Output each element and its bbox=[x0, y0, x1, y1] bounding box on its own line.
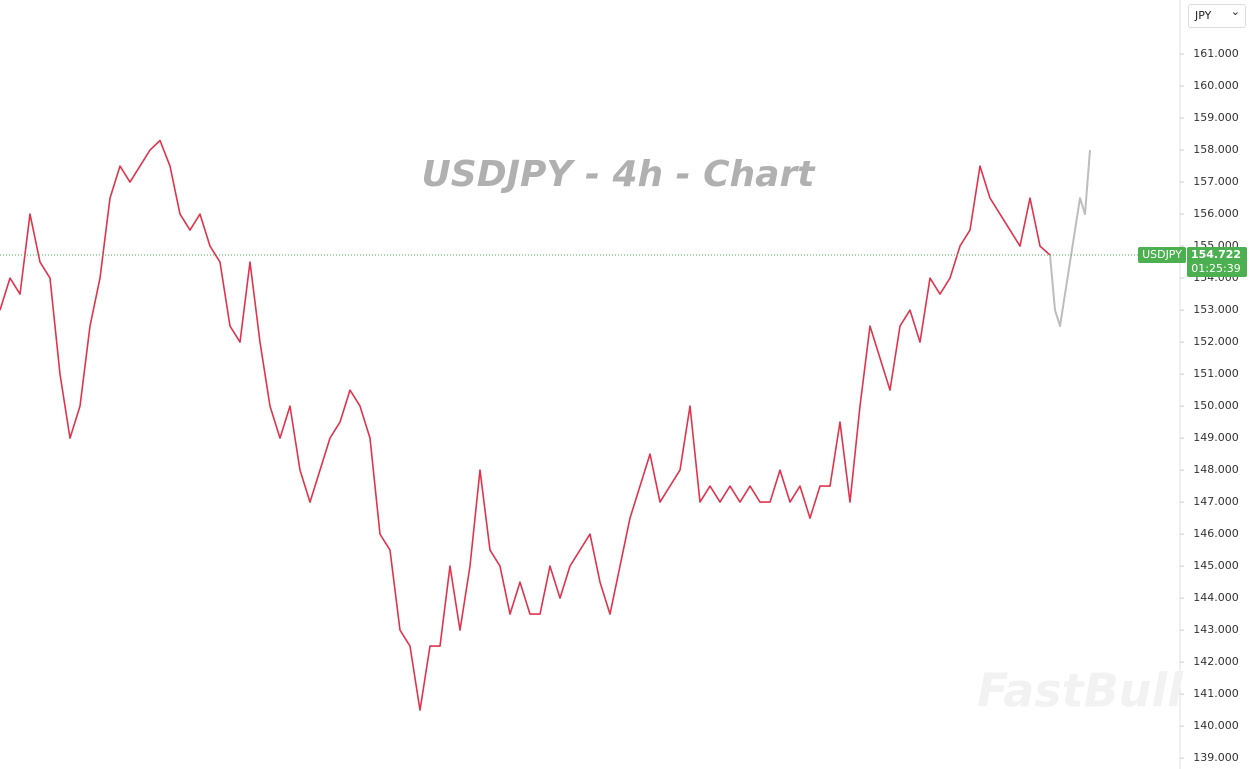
y-tick-label: 159.000 bbox=[1193, 111, 1239, 124]
symbol-tag bbox=[1138, 246, 1186, 263]
y-tick-label: 145.000 bbox=[1193, 559, 1239, 572]
price-tag bbox=[1187, 246, 1247, 277]
y-tick-label: 157.000 bbox=[1193, 175, 1239, 188]
y-tick-label: 153.000 bbox=[1193, 303, 1239, 316]
y-tick-label: 148.000 bbox=[1193, 463, 1239, 476]
y-tick-label: 151.000 bbox=[1193, 367, 1239, 380]
y-tick-label: 144.000 bbox=[1193, 591, 1239, 604]
y-tick-label: 143.000 bbox=[1193, 623, 1239, 636]
y-tick-label: 142.000 bbox=[1193, 655, 1239, 668]
projection-line bbox=[1049, 150, 1091, 328]
y-tick-label: 139.000 bbox=[1193, 751, 1239, 764]
countdown-label: 01:25:39 bbox=[1191, 262, 1240, 275]
y-tick-label: 147.000 bbox=[1193, 495, 1239, 508]
y-tick-label: 152.000 bbox=[1193, 335, 1239, 348]
price-line bbox=[0, 139, 1051, 711]
y-tick-label: 146.000 bbox=[1193, 527, 1239, 540]
watermark: FastBull bbox=[977, 664, 1184, 718]
last-price-label: 154.722 bbox=[1191, 248, 1241, 261]
y-tick-label: 141.000 bbox=[1193, 687, 1239, 700]
symbol-label: USDJPY bbox=[1142, 248, 1182, 261]
y-tick-label: 158.000 bbox=[1193, 143, 1239, 156]
chart-title: USDJPY - 4h - Chart bbox=[422, 154, 817, 195]
y-tick-label: 161.000 bbox=[1193, 47, 1239, 60]
y-tick-label: 150.000 bbox=[1193, 399, 1239, 412]
y-tick-label: 149.000 bbox=[1193, 431, 1239, 444]
y-tick-label: 140.000 bbox=[1193, 719, 1239, 732]
y-tick-label: 156.000 bbox=[1193, 207, 1239, 220]
y-tick-label: 160.000 bbox=[1193, 79, 1239, 92]
currency-select[interactable]: JPY bbox=[1188, 1, 1246, 28]
